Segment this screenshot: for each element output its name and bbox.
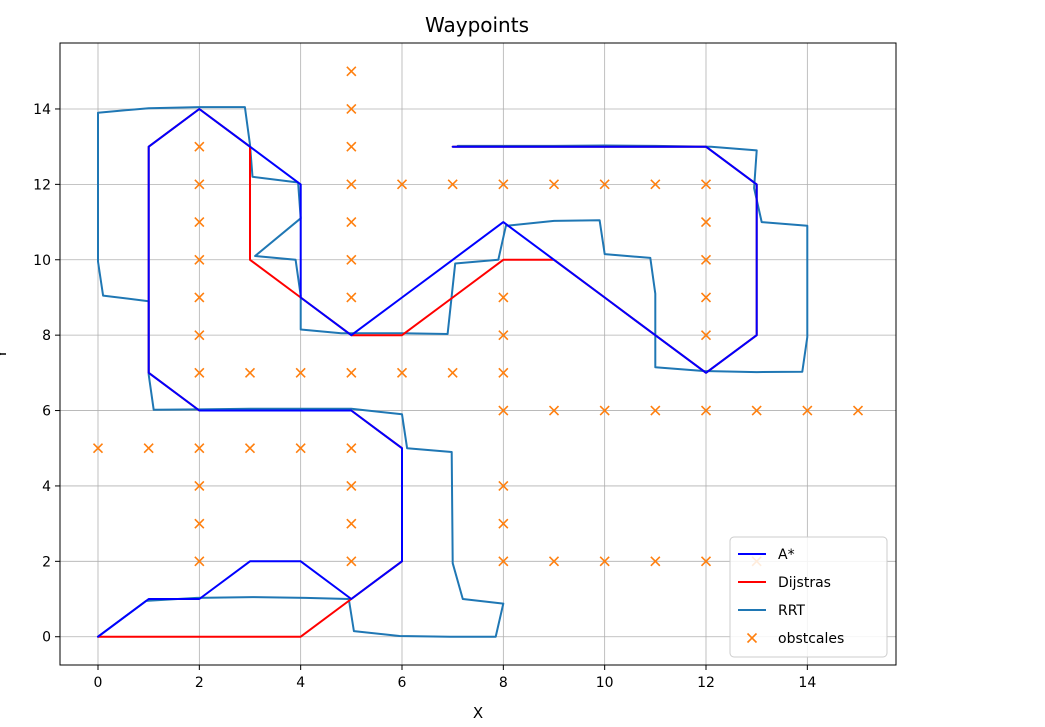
obstacle-marker [194,518,205,529]
obstacle-marker [346,556,357,567]
legend-item-rrt: RRT [738,603,805,619]
obstacle-marker [802,405,813,416]
y-tick-label: 8 [42,328,51,344]
legend-label: RRT [778,603,805,619]
series-line-astar [97,108,758,638]
x-axis-label: X [473,704,483,722]
legend-item-dijstras: Dijstras [738,575,831,591]
obstacle-marker [650,556,661,567]
obstacle-marker [194,254,205,265]
obstacle-marker [295,367,306,378]
obstacle-marker [700,179,712,190]
obstacle-marker [244,443,256,454]
obstacle-marker [447,179,458,190]
x-tick-label: 2 [195,675,204,691]
legend-label: obstcales [778,631,844,647]
obstacle-marker [498,367,509,378]
obstacle-marker [700,292,712,303]
obstacle-marker [700,216,712,228]
obstacle-marker [346,367,357,378]
obstacle-marker [700,330,712,341]
obstacle-marker [700,254,712,265]
y-tick-label: 10 [33,253,51,269]
obstacle-marker [346,103,357,115]
y-tick-label: 2 [42,554,51,570]
legend-box [729,536,888,658]
obstacle-marker [194,330,205,341]
obstacle-marker [548,179,560,190]
obstacle-marker [346,480,357,492]
obstacle-marker [498,556,509,567]
y-axis-label: Y [0,349,10,360]
obstacle-marker [194,216,205,228]
obstacle-marker [194,141,205,152]
obstacle-marker [143,443,154,454]
series-group [92,66,864,638]
axis-ticks: 0 2 4 6 8 10 12 14 0 2 4 6 8 10 12 14 [33,102,816,691]
obstacle-marker [650,405,661,416]
obstacle-marker [194,443,205,454]
obstacle-marker [194,367,205,378]
y-tick-label: 12 [33,177,51,193]
x-tick-label: 12 [697,675,715,691]
obstacle-marker [346,254,357,265]
obstacle-marker [346,66,357,77]
obstacle-marker [346,216,357,228]
obstacle-marker [194,480,205,492]
x-tick-label: 4 [296,675,305,691]
legend-swatch [746,632,758,644]
y-tick-label: 6 [42,404,51,420]
plot-frame [59,42,897,666]
series-line-rrt [97,106,809,638]
obstacle-marker [396,367,408,378]
legend-item-astar: A* [738,547,795,563]
obstacle-marker [751,405,762,416]
x-tick-label: 0 [94,675,103,691]
y-tick-label: 0 [42,630,51,646]
obstacle-marker [244,367,256,378]
x-tick-label: 10 [596,675,614,691]
obstacle-marker [700,556,712,567]
legend-label: Dijstras [778,575,831,591]
y-tick-label: 4 [42,479,51,495]
obstacle-marker [498,292,509,303]
obstacle-marker [548,556,560,567]
obstacle-marker [498,179,509,190]
chart-title: Waypoints [425,13,529,37]
legend-label: A* [778,547,795,563]
obstacle-marker [498,480,509,492]
obstacle-marker [650,179,661,190]
x-tick-label: 14 [798,675,816,691]
obstacle-marker [498,405,509,416]
obstacle-marker [194,179,205,190]
obstacle-marker [346,141,357,152]
legend-item-obstcales: obstcales [746,631,844,647]
obstacle-marker [852,405,864,416]
obstacle-marker [194,292,205,303]
obstacle-marker [346,292,357,303]
obstacle-marker [346,518,357,529]
obstacle-marker [194,556,205,567]
x-tick-label: 6 [398,675,407,691]
obstacle-marker [396,179,408,190]
obstacle-marker [599,405,610,416]
obstacle-marker [295,443,306,454]
obstacle-marker [498,330,509,341]
y-tick-label: 14 [33,102,51,118]
x-tick-label: 8 [499,675,508,691]
obstacle-marker [92,443,104,454]
obstacle-marker [346,179,357,190]
obstacle-marker [498,518,509,529]
obstacle-marker [447,367,458,378]
obstacle-marker [599,179,610,190]
obstacle-marker [700,405,712,416]
obstacle-marker [548,405,560,416]
obstacle-marker [599,556,610,567]
legend: A* Dijstras RRT obstcales [729,536,888,658]
obstacle-marker [346,443,357,454]
